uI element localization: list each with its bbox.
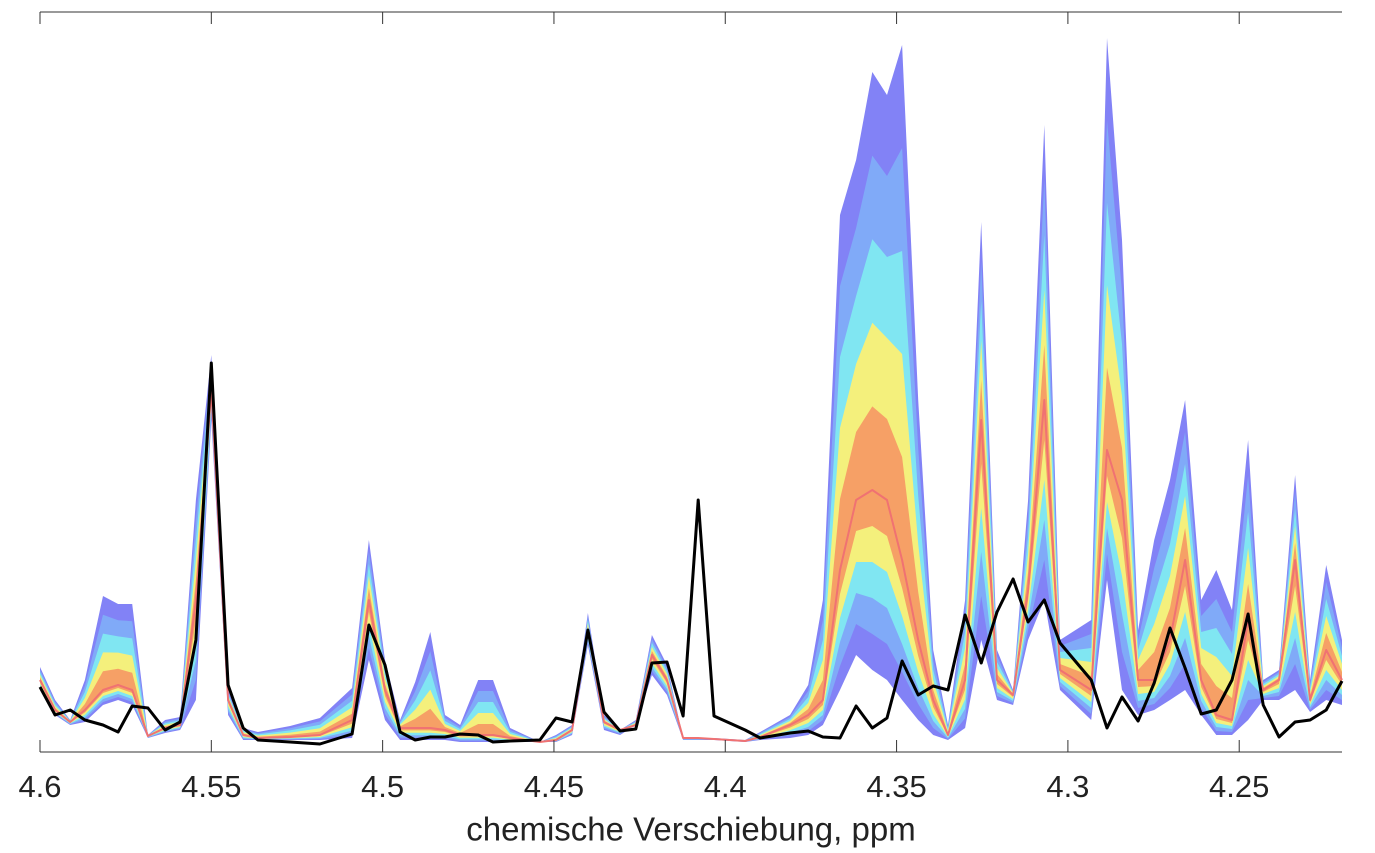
quantile-band bbox=[40, 345, 1342, 742]
x-tick-label: 4.35 bbox=[866, 769, 926, 804]
x-tick-label: 4.4 bbox=[704, 769, 747, 804]
x-axis-label: chemische Verschiebung, ppm bbox=[466, 811, 915, 848]
x-tick-label: 4.5 bbox=[361, 769, 404, 804]
x-tick-label: 4.25 bbox=[1209, 769, 1269, 804]
x-tick-label: 4.6 bbox=[18, 769, 61, 804]
spectrum-line bbox=[38, 361, 1344, 746]
x-tick-label: 4.55 bbox=[181, 769, 241, 804]
quantile-band bbox=[40, 120, 1342, 742]
x-tick-label: 4.45 bbox=[524, 769, 584, 804]
median-line bbox=[39, 389, 1343, 743]
x-tick-label: 4.3 bbox=[1046, 769, 1089, 804]
